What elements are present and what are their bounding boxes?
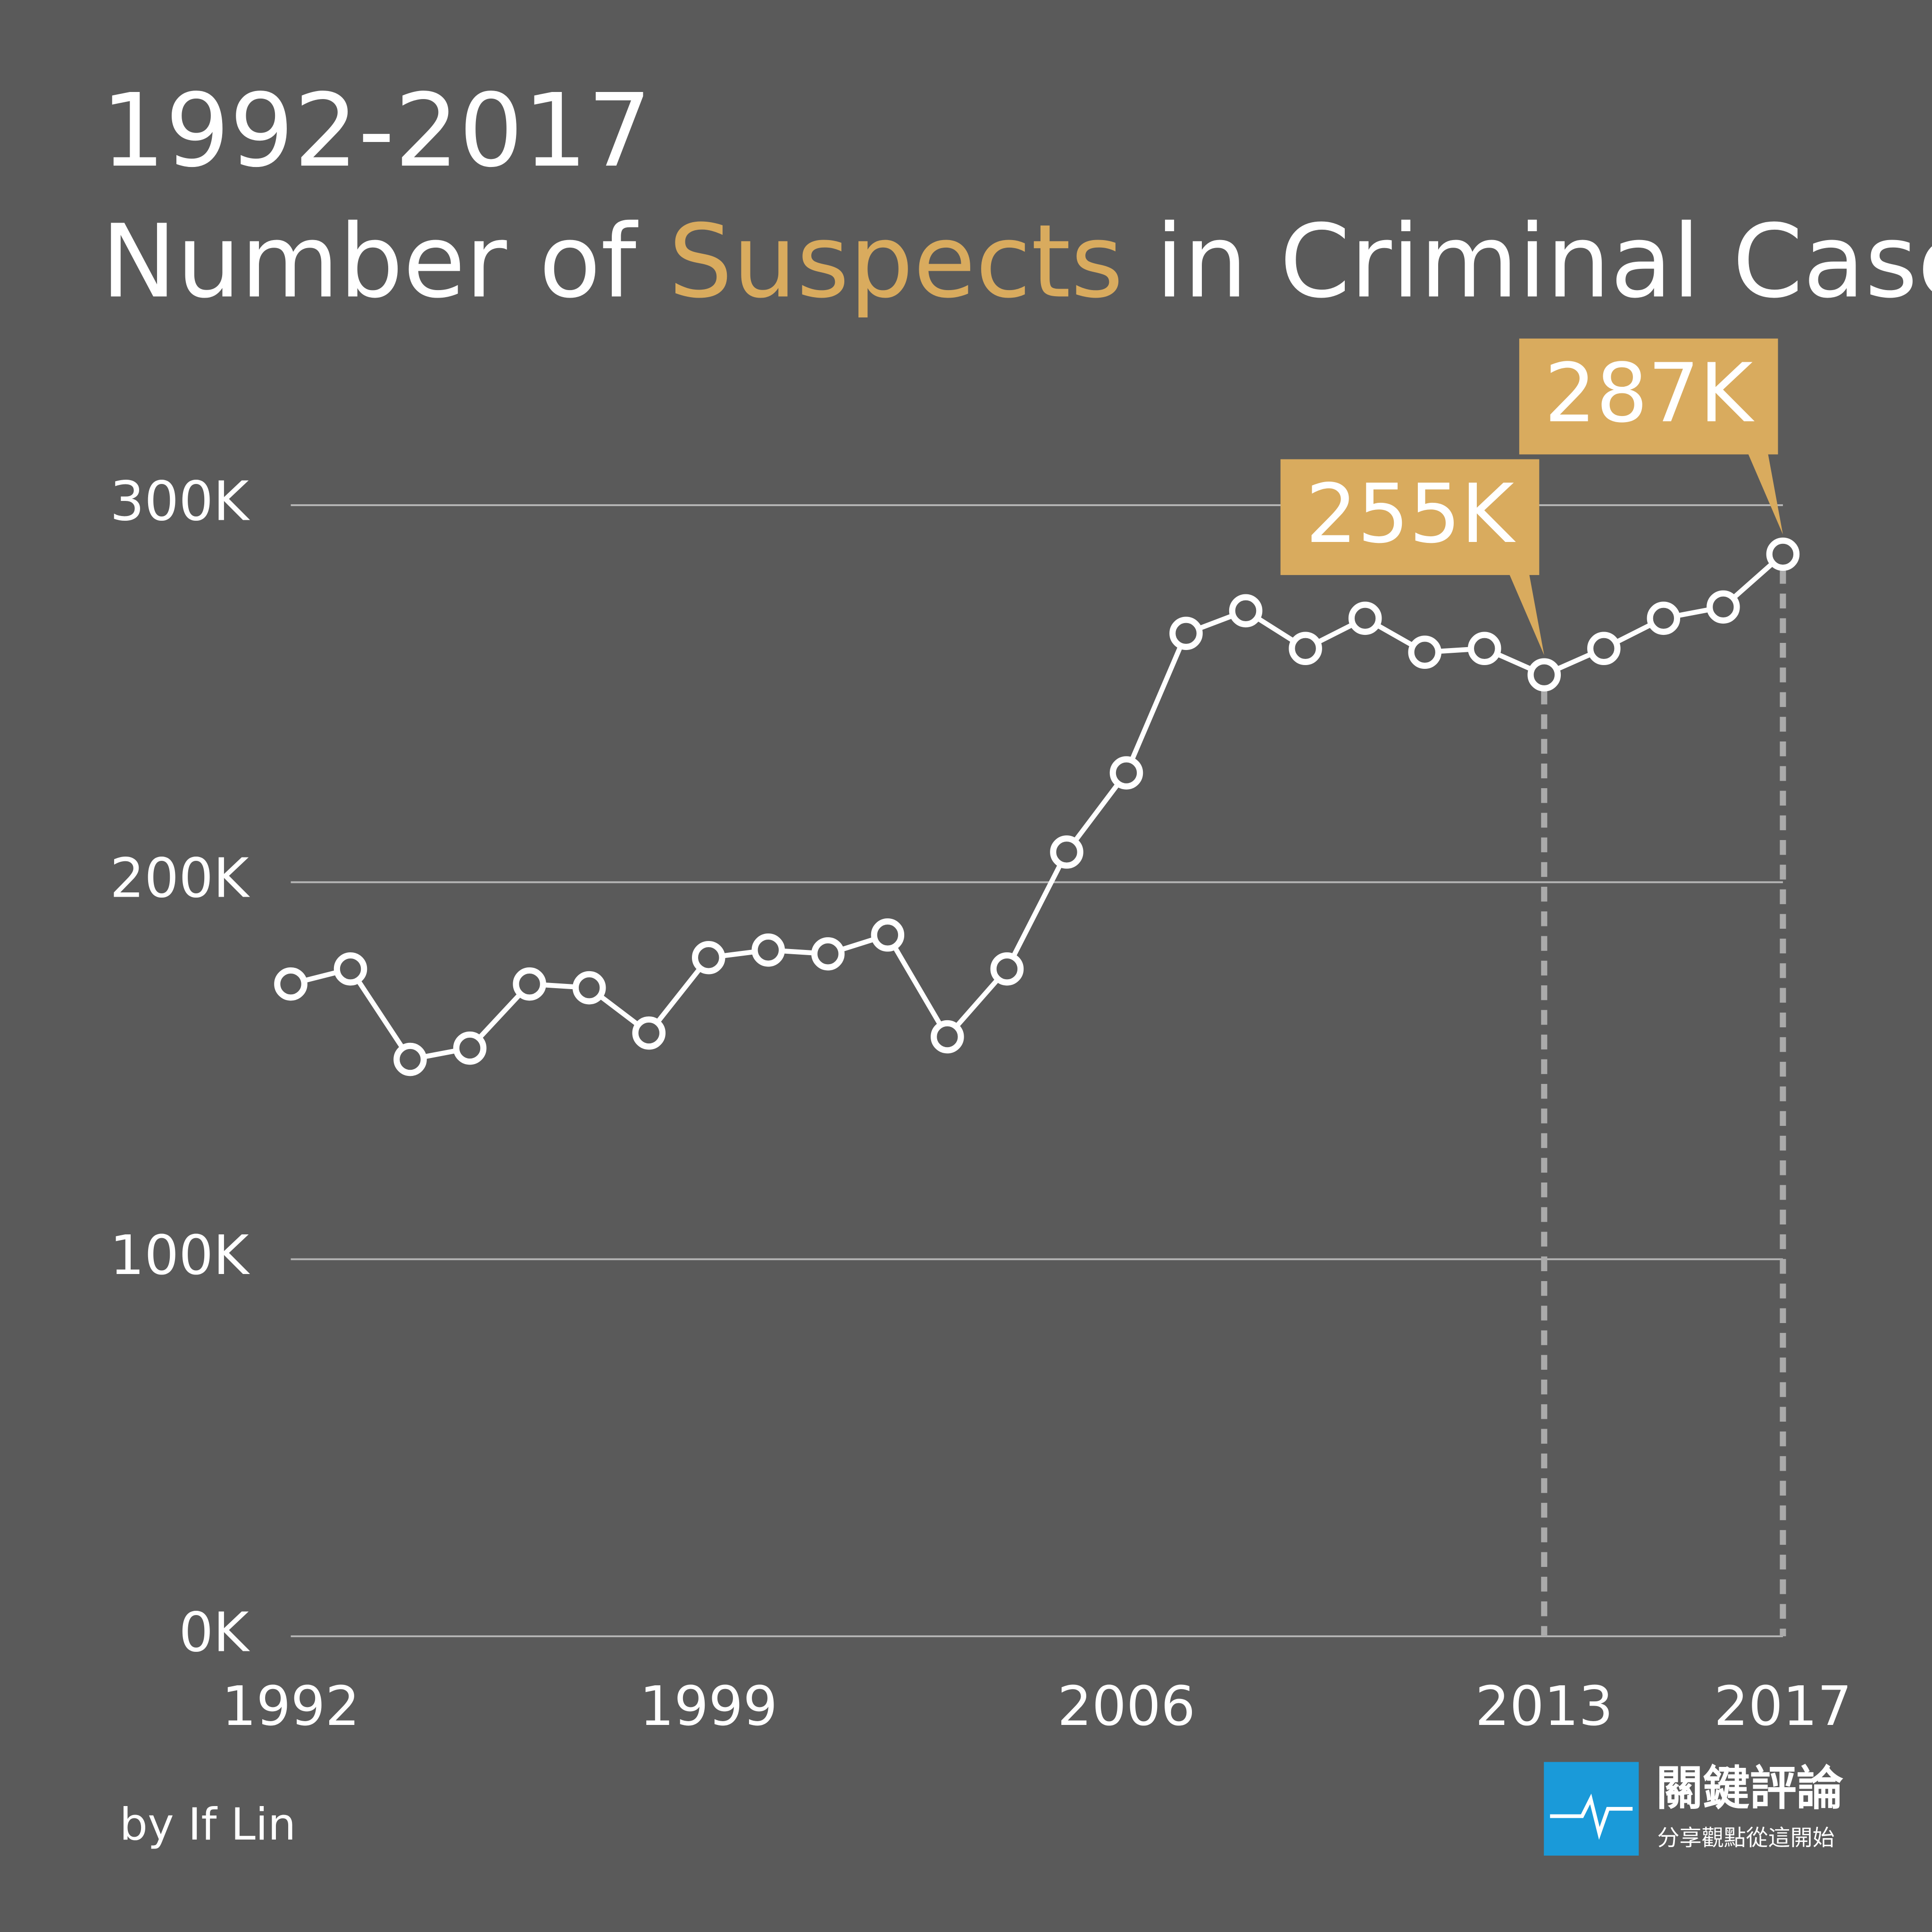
- credit: by If Lin: [119, 1799, 296, 1850]
- data-point: [1289, 632, 1322, 666]
- data-point: [1587, 632, 1621, 666]
- x-tick-label: 2013: [1475, 1675, 1613, 1738]
- data-point: [751, 933, 785, 967]
- data-point: [1707, 590, 1740, 624]
- logo-name: 關鍵評論: [1656, 1762, 1844, 1816]
- data-point: [1348, 601, 1382, 635]
- callout-box: [1519, 338, 1783, 535]
- data-point: [1527, 658, 1561, 691]
- data-point: [1109, 756, 1143, 790]
- data-point: [1050, 835, 1083, 869]
- data-point: [1647, 601, 1681, 635]
- callout-box: [1280, 459, 1544, 655]
- data-point: [1408, 635, 1441, 669]
- data-label: 255K: [1306, 466, 1516, 561]
- subtitle-part: in Criminal Cases: [1156, 202, 1932, 320]
- y-tick-label: 100K: [110, 1224, 250, 1287]
- data-point: [333, 952, 367, 986]
- chart-subtitle: Number of Suspects in Criminal Cases: [101, 202, 1932, 320]
- data-point: [990, 952, 1024, 986]
- logo-slogan: 分享觀點從這開始: [1657, 1825, 1834, 1851]
- data-point: [513, 967, 546, 1001]
- data-point: [632, 1016, 666, 1050]
- chart-title: 1992-2017: [101, 72, 651, 190]
- data-point: [871, 918, 905, 952]
- data-point: [393, 1042, 427, 1076]
- subtitle-highlight: Suspects: [668, 202, 1123, 320]
- y-tick-label: 200K: [110, 847, 250, 910]
- x-tick-label: 1992: [222, 1675, 359, 1738]
- data-point: [691, 941, 725, 974]
- data-point: [811, 937, 845, 971]
- data-point: [453, 1031, 487, 1065]
- x-tick-label: 1999: [640, 1675, 777, 1738]
- x-tick-label: 2006: [1058, 1675, 1195, 1738]
- logo: 關鍵評論 分享觀點從這開始: [1544, 1762, 1844, 1856]
- y-tick-label: 300K: [110, 470, 250, 533]
- data-point: [1229, 594, 1263, 628]
- logo-pulse: [1550, 1793, 1633, 1840]
- plot: 0K 100K 200K 300K 1992 1999 2006 2013 2017 255K 28…: [110, 338, 1852, 1738]
- data-point: [1169, 616, 1203, 650]
- data-point: [1766, 537, 1800, 571]
- y-tick-label: 0K: [179, 1601, 250, 1664]
- data-label: 287K: [1544, 346, 1755, 441]
- data-point: [274, 967, 308, 1001]
- data-point: [572, 971, 606, 1005]
- subtitle-part: Number of: [101, 202, 639, 320]
- data-point: [931, 1020, 964, 1054]
- data-point: [1467, 632, 1501, 666]
- x-tick-label: 2017: [1714, 1675, 1852, 1738]
